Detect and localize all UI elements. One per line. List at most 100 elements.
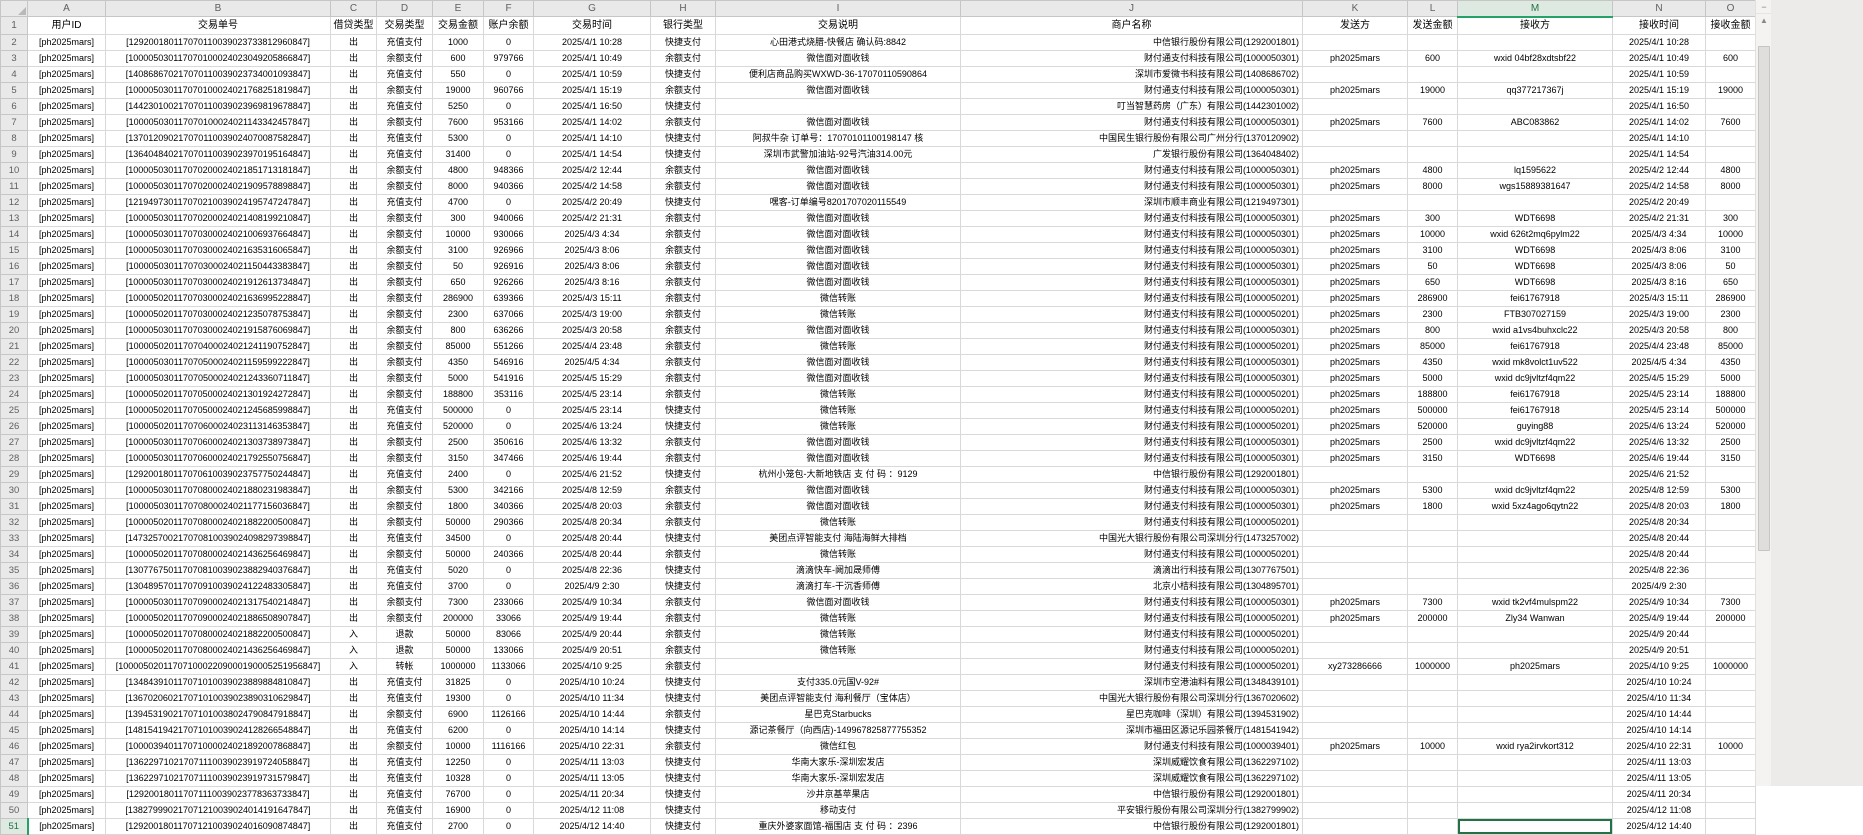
cell-J4[interactable]: 深圳市爱微书科技有限公司(1408686702) (960, 65, 1303, 83)
cell-E35[interactable]: 5020 (432, 561, 484, 579)
cell-B44[interactable]: [139453190217071010038024790847918847] (105, 705, 331, 723)
cell-E11[interactable]: 8000 (432, 177, 484, 195)
cell-G25[interactable]: 2025/4/5 23:14 (533, 401, 651, 419)
row-header-1[interactable]: 1 (0, 16, 28, 35)
cell-K6[interactable] (1302, 97, 1408, 115)
cell-F17[interactable]: 926266 (483, 273, 534, 291)
column-header-J[interactable]: J (960, 0, 1303, 17)
cell-B45[interactable]: [148154194217071010039024128266548847] (105, 721, 331, 739)
cell-A45[interactable]: [ph2025mars] (27, 721, 106, 739)
cell-I8[interactable]: 阿叔牛杂 订单号：17070101100198147 核 (715, 129, 961, 147)
cell-C14[interactable]: 出 (330, 225, 377, 243)
cell-K11[interactable]: ph2025mars (1302, 177, 1408, 195)
cell-K29[interactable] (1302, 465, 1408, 483)
cell-G33[interactable]: 2025/4/8 20:44 (533, 529, 651, 547)
cell-K3[interactable]: ph2025mars (1302, 49, 1408, 67)
cell-B9[interactable]: [136404840217070110039023970195164847] (105, 145, 331, 163)
cell-K12[interactable] (1302, 193, 1408, 211)
cell-I13[interactable]: 微信面对面收钱 (715, 209, 961, 227)
cell-N33[interactable]: 2025/4/8 20:44 (1612, 529, 1706, 547)
cell-L45[interactable] (1407, 721, 1458, 739)
cell-N9[interactable]: 2025/4/1 14:54 (1612, 145, 1706, 163)
cell-F21[interactable]: 551266 (483, 337, 534, 355)
cell-G43[interactable]: 2025/4/10 11:34 (533, 689, 651, 707)
cell-D39[interactable]: 退款 (376, 625, 433, 643)
cell-D50[interactable]: 充值支付 (376, 801, 433, 819)
cell-C13[interactable]: 出 (330, 209, 377, 227)
select-all-corner[interactable] (0, 0, 28, 17)
cell-O42[interactable] (1705, 673, 1756, 691)
cell-L28[interactable]: 3150 (1407, 449, 1458, 467)
cell-G50[interactable]: 2025/4/12 11:08 (533, 801, 651, 819)
cell-K41[interactable]: xy273286666 (1302, 657, 1408, 675)
cell-K37[interactable]: ph2025mars (1302, 593, 1408, 611)
cell-B21[interactable]: [100005020117070400024021241190752847] (105, 337, 331, 355)
cell-M27[interactable]: wxid dc9jvltzf4qm22 (1457, 433, 1613, 451)
cell-I2[interactable]: 心田港式烧腊-快餐店 确认码:8842 (715, 33, 961, 51)
cell-D47[interactable]: 充值支付 (376, 753, 433, 771)
cell-G46[interactable]: 2025/4/10 22:31 (533, 737, 651, 755)
cell-L2[interactable] (1407, 33, 1458, 51)
cell-M26[interactable]: guying88 (1457, 417, 1613, 435)
cell-H33[interactable]: 快捷支付 (650, 529, 716, 547)
cell-A29[interactable]: [ph2025mars] (27, 465, 106, 483)
column-header-N[interactable]: N (1612, 0, 1706, 17)
cell-C18[interactable]: 出 (330, 289, 377, 307)
cell-E51[interactable]: 2700 (432, 817, 484, 835)
cell-D17[interactable]: 余额支付 (376, 273, 433, 291)
cell-E6[interactable]: 5250 (432, 97, 484, 115)
cell-L15[interactable]: 3100 (1407, 241, 1458, 259)
cell-O7[interactable]: 7600 (1705, 113, 1756, 131)
cell-O46[interactable]: 10000 (1705, 737, 1756, 755)
cell-M39[interactable] (1457, 625, 1613, 643)
cell-O4[interactable] (1705, 65, 1756, 83)
cell-O9[interactable] (1705, 145, 1756, 163)
cell-F13[interactable]: 940066 (483, 209, 534, 227)
cell-B36[interactable]: [130489570117070910039024122483305847] (105, 577, 331, 595)
cell-B7[interactable]: [100005030117070100024021143342457847] (105, 113, 331, 131)
cell-K4[interactable] (1302, 65, 1408, 83)
cell-E49[interactable]: 76700 (432, 785, 484, 803)
cell-H26[interactable]: 快捷支付 (650, 417, 716, 435)
cell-C4[interactable]: 出 (330, 65, 377, 83)
cell-E14[interactable]: 10000 (432, 225, 484, 243)
cell-J6[interactable]: 叮当智慧药房（广东）有限公司(1442301002) (960, 97, 1303, 115)
cell-H3[interactable]: 余额支付 (650, 49, 716, 67)
cell-L30[interactable]: 5300 (1407, 481, 1458, 499)
cell-L21[interactable]: 85000 (1407, 337, 1458, 355)
cell-K40[interactable] (1302, 641, 1408, 659)
cell-J50[interactable]: 平安银行股份有限公司深圳分行(1382799902) (960, 801, 1303, 819)
cell-O23[interactable]: 5000 (1705, 369, 1756, 387)
cell-G2[interactable]: 2025/4/1 10:28 (533, 33, 651, 51)
cell-J17[interactable]: 财付通支付科技有限公司(1000050301) (960, 273, 1303, 291)
row-header-47[interactable]: 47 (0, 753, 28, 771)
cell-I3[interactable]: 微信面对面收钱 (715, 49, 961, 67)
cell-D12[interactable]: 充值支付 (376, 193, 433, 211)
cell-N39[interactable]: 2025/4/9 20:44 (1612, 625, 1706, 643)
cell-C8[interactable]: 出 (330, 129, 377, 147)
cell-G3[interactable]: 2025/4/1 10:49 (533, 49, 651, 67)
cell-F51[interactable]: 0 (483, 817, 534, 835)
cell-D18[interactable]: 余额支付 (376, 289, 433, 307)
cell-I17[interactable]: 微信面对面收钱 (715, 273, 961, 291)
cell-C37[interactable]: 出 (330, 593, 377, 611)
cell-H38[interactable]: 余额支付 (650, 609, 716, 627)
cell-H28[interactable]: 余额支付 (650, 449, 716, 467)
cell-F39[interactable]: 83066 (483, 625, 534, 643)
cell-M31[interactable]: wxid 5xz4ago6qytn22 (1457, 497, 1613, 515)
cell-C20[interactable]: 出 (330, 321, 377, 339)
cell-I46[interactable]: 微信红包 (715, 737, 961, 755)
cell-H43[interactable]: 快捷支付 (650, 689, 716, 707)
cell-C22[interactable]: 出 (330, 353, 377, 371)
row-header-5[interactable]: 5 (0, 81, 28, 99)
cell-K10[interactable]: ph2025mars (1302, 161, 1408, 179)
cell-E22[interactable]: 4350 (432, 353, 484, 371)
cell-M16[interactable]: WDT6698 (1457, 257, 1613, 275)
cell-K13[interactable]: ph2025mars (1302, 209, 1408, 227)
cell-N44[interactable]: 2025/4/10 14:44 (1612, 705, 1706, 723)
cell-J39[interactable]: 财付通支付科技有限公司(1000050201) (960, 625, 1303, 643)
cell-G10[interactable]: 2025/4/2 12:44 (533, 161, 651, 179)
cell-L26[interactable]: 520000 (1407, 417, 1458, 435)
cell-H16[interactable]: 余额支付 (650, 257, 716, 275)
cell-B27[interactable]: [100005030117070600024021303738973847] (105, 433, 331, 451)
